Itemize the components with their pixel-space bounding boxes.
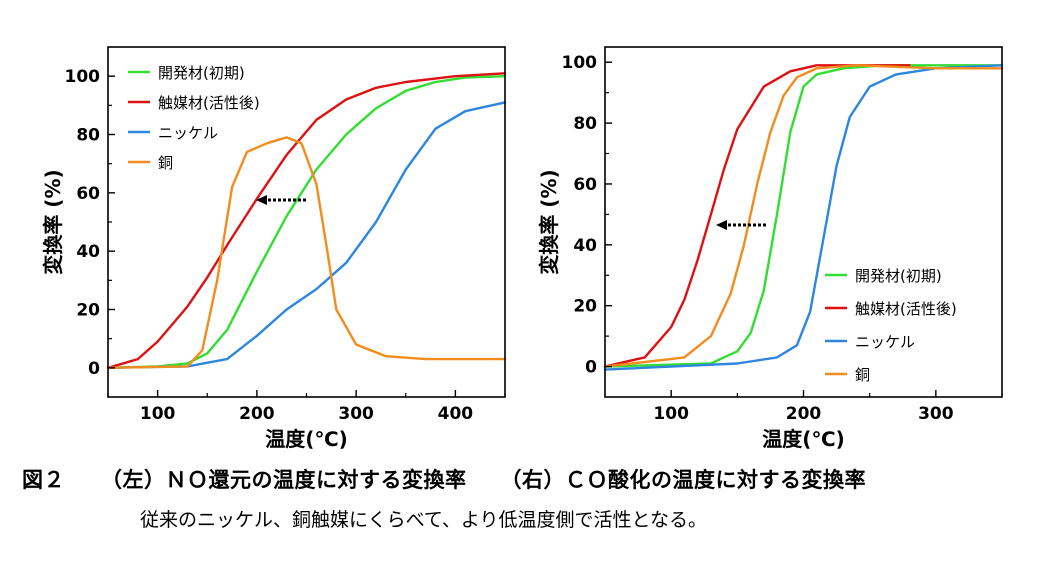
legend-label-3: 銅 [855,366,870,384]
x-tick-label: 200 [786,404,822,424]
x-axis-label: 温度(℃) [762,427,845,451]
series-line-2 [603,64,1004,371]
y-tick-label: 40 [76,242,100,262]
x-axis-label: 温度(℃) [265,427,348,451]
arrow-head [256,195,267,205]
y-axis-label: 変換率 (%) [41,169,65,274]
series-line-2 [106,101,507,369]
x-tick-label: 300 [918,404,954,424]
y-tick-label: 0 [88,359,100,379]
caption-title-line: 図２ （左）ＮＯ還元の温度に対する変換率 （右）ＣＯ酸化の温度に対する変換率 [22,464,866,494]
y-tick-label: 100 [65,67,101,87]
series-line-3 [603,64,1004,368]
y-tick-label: 60 [76,184,100,204]
plot-frame [604,46,1003,398]
series-line-1 [106,72,507,369]
y-tick-label: 40 [573,236,597,256]
y-tick-label: 60 [573,175,597,195]
x-tick-label: 100 [653,404,689,424]
caption-body: 従来のニッケル、銅触媒にくらべて、より低温度側で活性となる。 [140,509,707,531]
legend-label-1: 触媒材(活性後) [158,94,260,112]
legend-label-0: 開発材(初期) [158,64,245,82]
y-tick-label: 100 [562,53,598,73]
legend-label-1: 触媒材(活性後) [855,300,957,318]
arrow-head [716,220,727,230]
chart-left: 100 200 300 400 0 20 40 60 80 100 温度(℃) 変換率 (%) 開発材(… [41,46,507,451]
series-line-0 [106,74,507,369]
x-tick-label: 200 [239,404,275,424]
left-chart-title: （左）ＮＯ還元の温度に対する変換率 [101,468,467,492]
legend-label-0: 開発材(初期) [855,267,942,285]
x-tick-label: 100 [140,404,176,424]
y-axis-label: 変換率 (%) [537,169,561,274]
chart-right: 100 200 300 0 20 40 60 80 100 温度(℃) 変換率 (%) 開発材(初期)… [537,46,1004,451]
legend-label-2: ニッケル [158,124,218,142]
legend-label-2: ニッケル [855,333,915,351]
right-chart-title: （右）ＣＯ酸化の温度に対する変換率 [500,468,866,492]
series-line-3 [106,136,507,369]
y-tick-label: 20 [573,297,597,317]
y-tick-label: 20 [76,301,100,321]
y-tick-label: 0 [585,358,597,378]
x-tick-label: 300 [338,404,374,424]
legend-label-3: 銅 [158,154,173,172]
y-tick-label: 80 [573,114,597,134]
series-line-0 [603,64,1004,368]
y-tick-label: 80 [76,126,100,146]
figure-number: 図２ [22,468,65,492]
series-line-1 [603,64,911,368]
x-tick-label: 400 [438,404,474,424]
